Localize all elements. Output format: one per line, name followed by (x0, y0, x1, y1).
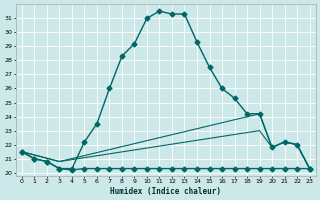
X-axis label: Humidex (Indice chaleur): Humidex (Indice chaleur) (110, 187, 221, 196)
